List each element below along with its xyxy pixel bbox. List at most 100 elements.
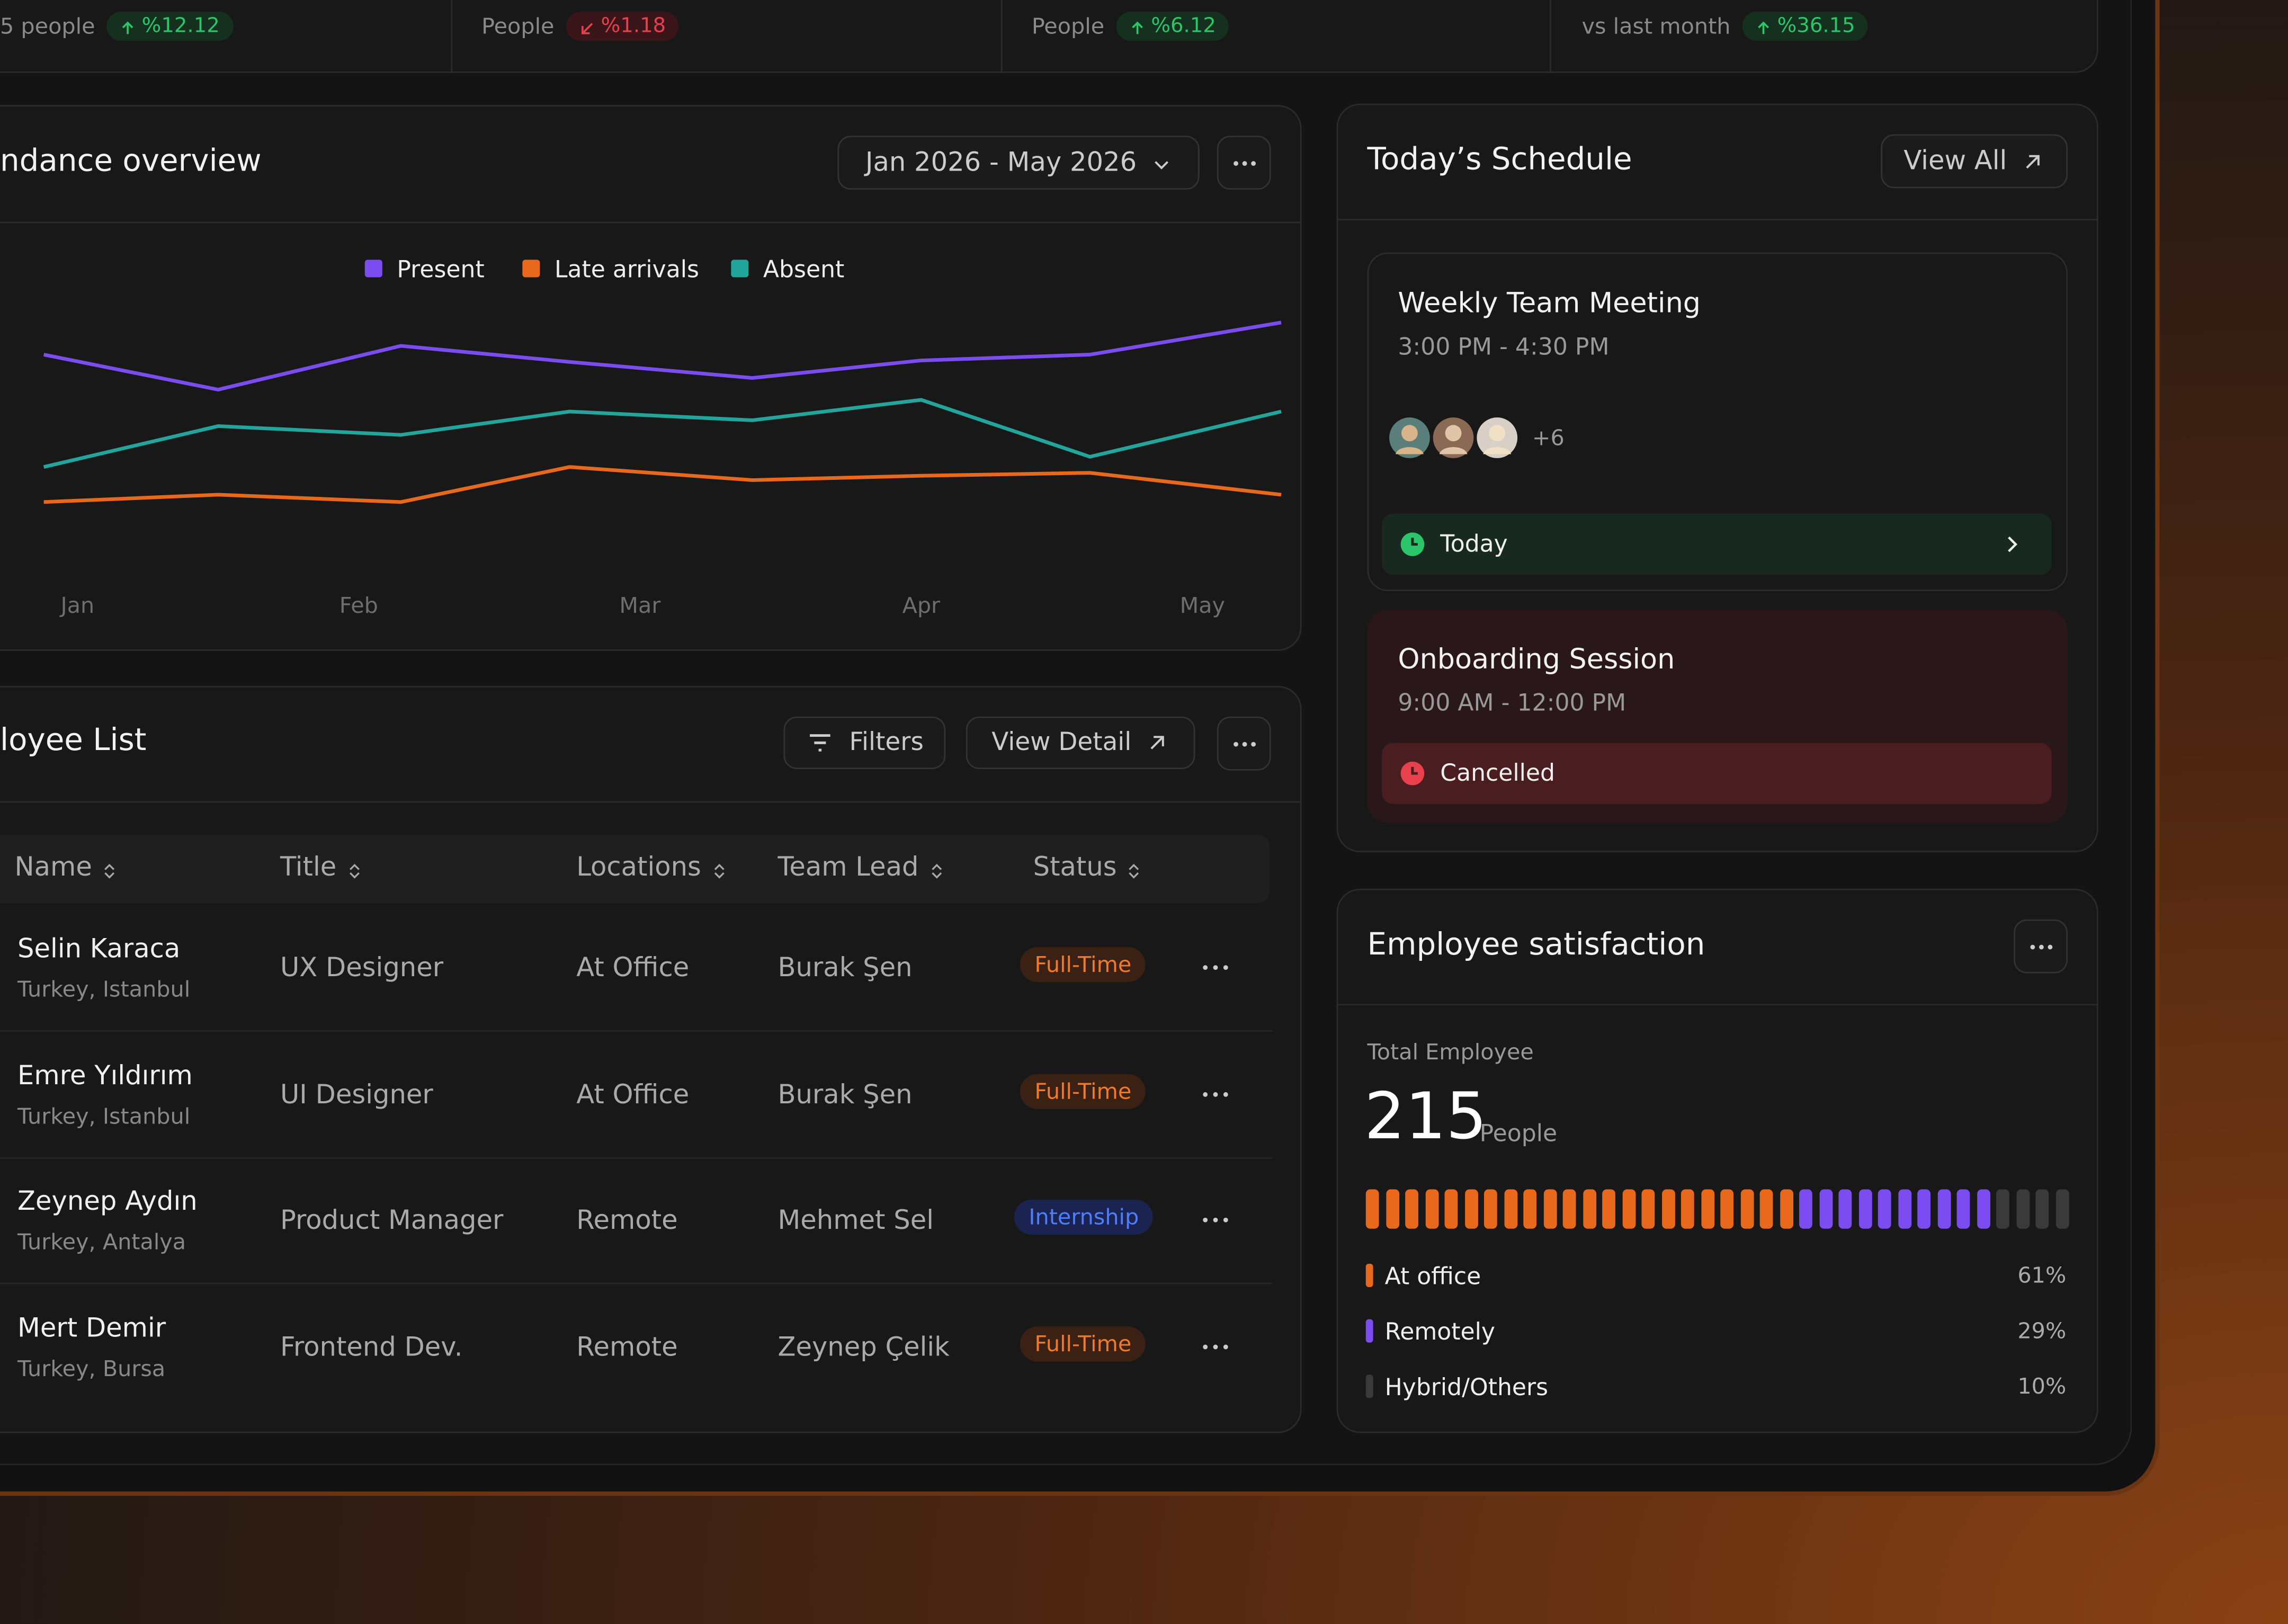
dots-icon-svg [1232, 160, 1255, 165]
change-badge: %36.15 [1742, 12, 1869, 41]
segment-bar [1504, 1189, 1517, 1229]
segment-bar [1819, 1189, 1833, 1229]
total-value: 215 [1364, 1079, 1487, 1155]
segment-bar [1779, 1189, 1793, 1229]
segment-bar [1641, 1189, 1655, 1229]
x-tick-label: May [1180, 593, 1225, 618]
employee-place: Turkey, Bursa [17, 1355, 166, 1381]
divider [0, 221, 1302, 224]
card-title: Employee satisfaction [1367, 926, 1705, 962]
segment-bar [1759, 1189, 1773, 1229]
employee-name: Selin Karaca [17, 934, 181, 965]
change-value: %36.15 [1777, 14, 1855, 38]
legend-marker [1365, 1319, 1373, 1343]
more-button[interactable] [1217, 716, 1271, 771]
status-pill: Full-Time [1020, 1326, 1146, 1361]
segment-bar [2055, 1189, 2069, 1229]
segment-bar [2035, 1189, 2049, 1229]
dots-icon-svg [1232, 741, 1255, 746]
segment-bar [1444, 1189, 1458, 1229]
cell: Remote [576, 1205, 678, 1236]
stat: People %6.12 [1032, 9, 1229, 44]
total-unit: People [1479, 1119, 1558, 1147]
arrow-icon-svg [2026, 154, 2040, 168]
legend-swatch [522, 260, 540, 278]
cell: At Office [576, 1079, 690, 1110]
satisfaction-card [1336, 888, 2098, 1433]
dots-icon [1229, 148, 1258, 177]
dots-icon-svg [2030, 944, 2052, 949]
segment-bar [1858, 1189, 1872, 1229]
dots-icon [1229, 729, 1258, 758]
segment-bar [2016, 1189, 2029, 1229]
card-title: Today’s Schedule [1367, 141, 1632, 177]
stat-label: vs last month [1581, 13, 1731, 40]
change-value: %6.12 [1151, 14, 1216, 38]
cancelled-bar[interactable]: Cancelled [1382, 743, 2052, 805]
arrow-icon-svg [1758, 21, 1769, 33]
change-value: %12.12 [141, 14, 220, 38]
clock-icon-svg [1400, 532, 1425, 556]
column-header[interactable]: Locations [576, 852, 727, 883]
header-text: Team Lead [777, 852, 919, 883]
stat-label: People [481, 13, 555, 40]
row-more[interactable] [1201, 1079, 1230, 1108]
segment-bar [1385, 1189, 1399, 1229]
arrow-icon [579, 18, 595, 34]
row-more[interactable] [1201, 1206, 1230, 1235]
change-badge: %12.12 [106, 12, 233, 41]
line-chart: Jan Feb Mar Apr May Present Late arrivals Absen… [43, 256, 1282, 618]
table-header [0, 834, 1270, 904]
column-header[interactable]: Status [1033, 852, 1143, 883]
change-badge: %1.18 [566, 12, 680, 41]
view-all-button[interactable]: View All [1881, 134, 2068, 189]
cell: Frontend Dev. [280, 1332, 463, 1362]
column-header[interactable]: Title [280, 852, 363, 883]
segment-bar [1464, 1189, 1478, 1229]
avatar [1430, 414, 1477, 461]
state-text: Today [1440, 530, 1508, 558]
x-tick-label: Apr [902, 593, 940, 618]
divider [1336, 219, 2098, 221]
filters-button[interactable]: Filters [783, 716, 946, 769]
column-header[interactable]: Team Lead [777, 852, 945, 883]
divider [451, 0, 453, 73]
legend-label: Hybrid/Others [1384, 1373, 1549, 1401]
arrow-icon-svg [1131, 21, 1143, 33]
row-more[interactable] [1201, 953, 1230, 982]
event-title: Weekly Team Meeting [1398, 287, 1701, 320]
arrow-icon [1129, 18, 1145, 34]
today-bar[interactable]: Today [1382, 513, 2052, 575]
filter-icon-svg [810, 734, 830, 752]
row-more-svg [1203, 1344, 1228, 1349]
more-button[interactable] [2014, 919, 2068, 974]
segment-bar [1602, 1189, 1615, 1229]
status-pill: Internship [1014, 1199, 1154, 1235]
segment-bar [1701, 1189, 1714, 1229]
sort-icon [927, 858, 945, 878]
filter-icon [806, 728, 835, 757]
attendance-card [0, 105, 1302, 651]
legend-label: Absent [763, 256, 844, 283]
employee-place: Turkey, Istanbul [17, 976, 191, 1003]
button-text: View All [1903, 146, 2007, 177]
column-header[interactable]: Name [15, 852, 119, 883]
segment-bar [1976, 1189, 1990, 1229]
date-range[interactable]: Jan 2026 - May 2026 [837, 136, 1200, 190]
legend-marker [1365, 1263, 1373, 1287]
stat: People %1.18 [481, 9, 680, 44]
button-text: Filters [849, 728, 924, 757]
series-line [43, 398, 1282, 469]
clock-icon [1399, 531, 1426, 558]
legend-label: Late arrivals [555, 256, 699, 283]
arrow-icon [2022, 149, 2045, 173]
more-button[interactable] [1217, 136, 1271, 190]
segment-bar [1681, 1189, 1694, 1229]
view-detail-button[interactable]: View Detail [966, 716, 1195, 769]
cell: Product Manager [280, 1205, 504, 1236]
row-more[interactable] [1201, 1332, 1230, 1361]
sort-icon [101, 858, 118, 878]
segment-bar [1365, 1189, 1379, 1229]
row-divider [0, 1156, 1273, 1158]
legend-swatch [364, 260, 382, 278]
